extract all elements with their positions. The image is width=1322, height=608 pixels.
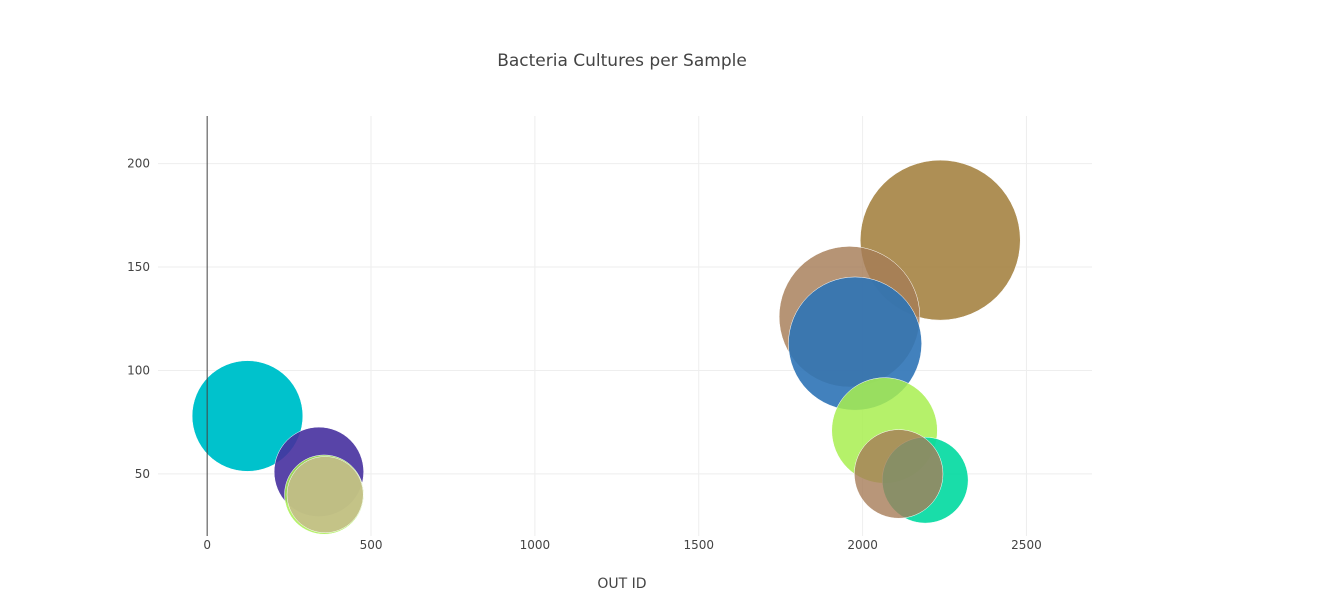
y-tick-label: 150 — [127, 260, 150, 274]
x-tick-label: 1000 — [520, 538, 551, 552]
y-tick-label: 200 — [127, 157, 150, 171]
x-axis-title: OUT ID — [597, 576, 646, 592]
y-tick-label: 50 — [135, 467, 150, 481]
axes: 0 500 1000 1500 2000 2500 50 100 150 200 — [127, 116, 1042, 552]
x-tick-label: 2500 — [1011, 538, 1042, 552]
bubble-point[interactable] — [286, 456, 364, 533]
x-tick-label: 500 — [360, 538, 383, 552]
x-tick-label: 0 — [203, 538, 211, 552]
bubble-point[interactable] — [191, 360, 304, 472]
x-tick-label: 2000 — [847, 538, 878, 552]
y-tick-label: 100 — [127, 363, 150, 377]
x-tick-label: 1500 — [683, 538, 714, 552]
chart-title: Bacteria Cultures per Sample — [497, 51, 747, 71]
bubble-point[interactable] — [854, 429, 944, 519]
bubbles — [191, 159, 1021, 535]
